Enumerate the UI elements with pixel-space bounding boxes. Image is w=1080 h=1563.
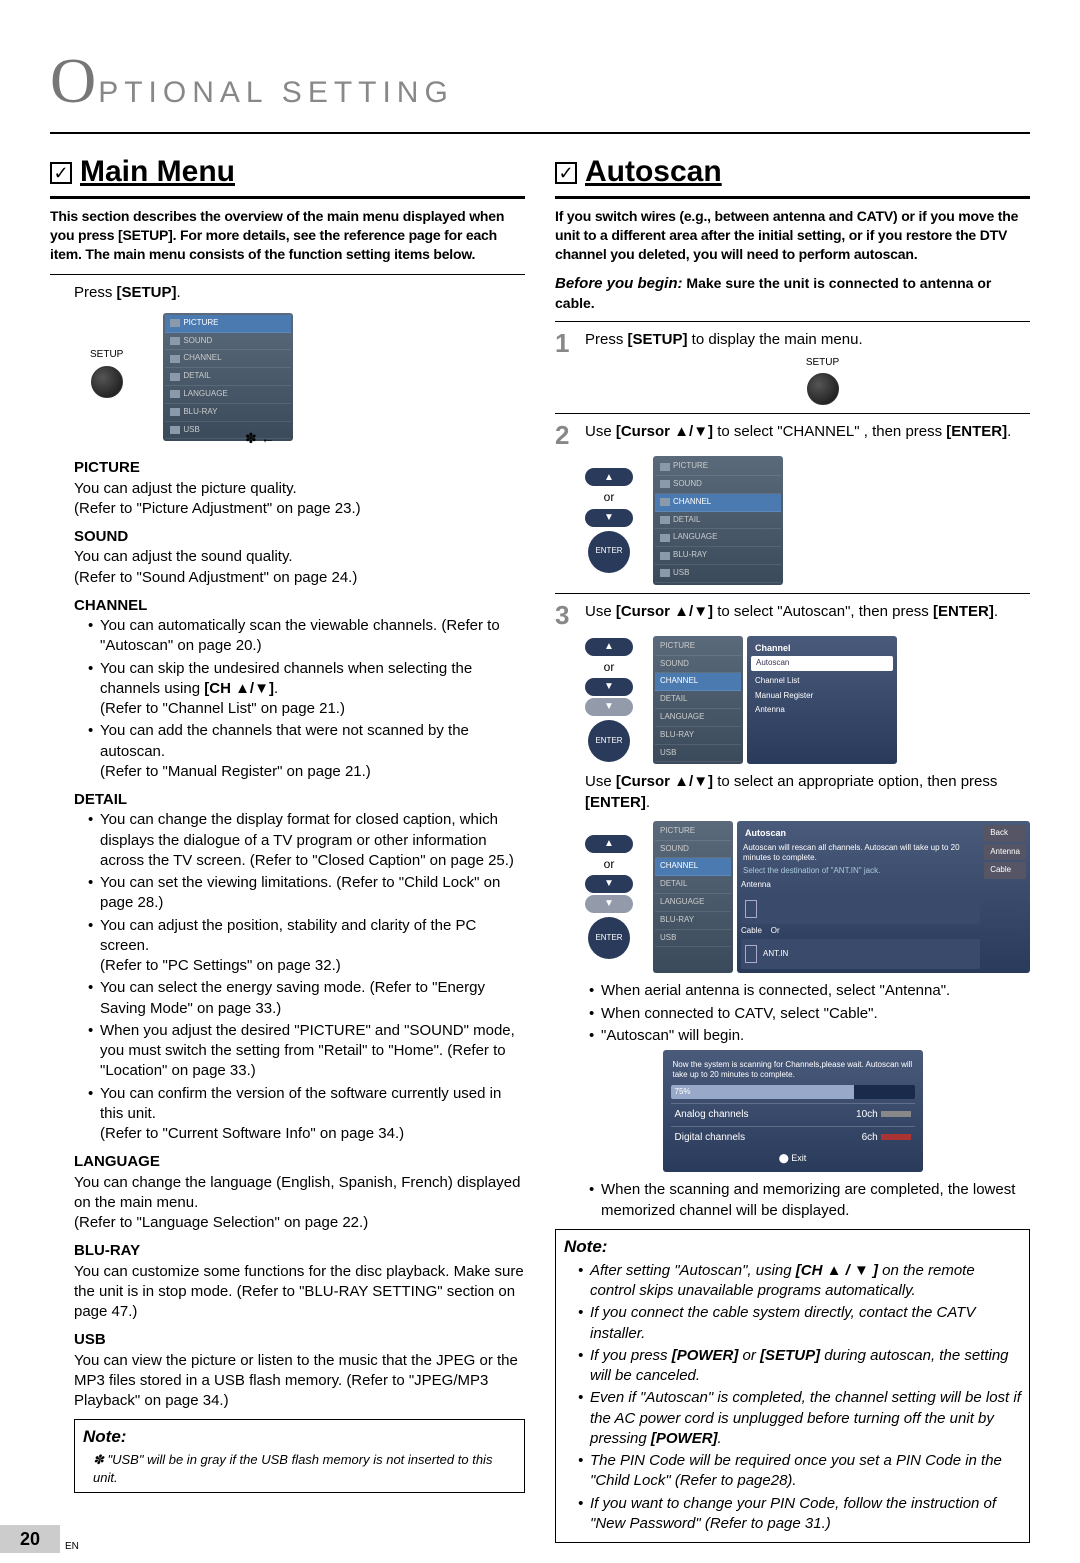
detail-heading: DETAIL bbox=[74, 790, 525, 810]
cursor-buttons: ▲ or ▼ ENTER bbox=[585, 468, 633, 572]
list-item: You can automatically scan the viewable … bbox=[88, 616, 525, 657]
step-3-text: Use [Cursor ▲/▼] to select "Autoscan", t… bbox=[585, 602, 1030, 622]
menu-panel: PICTURE SOUND CHANNEL DETAIL LANGUAGE BL… bbox=[163, 313, 293, 442]
setup-button-graphic: SETUP bbox=[615, 356, 1030, 406]
main-menu-title: Main Menu bbox=[80, 152, 235, 193]
list-item: When you adjust the desired "PICTURE" an… bbox=[88, 1021, 525, 1082]
autoscan-intro: If you switch wires (e.g., between anten… bbox=[555, 207, 1030, 264]
step-3b-text: Use [Cursor ▲/▼] to select an appropriat… bbox=[585, 772, 1030, 813]
channel-heading: CHANNEL bbox=[74, 596, 525, 616]
autoscan-option-panel: Autoscan Autoscan will rescan all channe… bbox=[737, 821, 1030, 974]
autoscan-title: Autoscan bbox=[585, 152, 722, 193]
list-item: You can confirm the version of the softw… bbox=[88, 1084, 525, 1145]
list-item: If you press [POWER] or [SETUP] during a… bbox=[578, 1346, 1021, 1387]
left-column: ✓ Main Menu This section describes the o… bbox=[50, 152, 525, 1543]
bluray-heading: BLU-RAY bbox=[74, 1241, 525, 1261]
list-item: If you connect the cable system directly… bbox=[578, 1303, 1021, 1344]
page-number: 20 bbox=[0, 1525, 60, 1553]
usb-heading: USB bbox=[74, 1330, 525, 1350]
menu-panel-small: PICTURE SOUND CHANNEL DETAIL LANGUAGE BL… bbox=[653, 636, 743, 765]
list-item: You can change the display format for cl… bbox=[88, 810, 525, 871]
cursor-buttons: ▲ or ▼ ▼ ENTER bbox=[585, 835, 633, 959]
right-note-box: Note: After setting "Autoscan", using [C… bbox=[555, 1229, 1030, 1543]
list-item: When aerial antenna is connected, select… bbox=[589, 981, 1030, 1001]
list-item: If you want to change your PIN Code, fol… bbox=[578, 1494, 1021, 1535]
check-icon: ✓ bbox=[50, 162, 72, 184]
list-item: After setting "Autoscan", using [CH ▲ / … bbox=[578, 1261, 1021, 1302]
step-1-num: 1 bbox=[555, 330, 577, 356]
list-item: You can adjust the position, stability a… bbox=[88, 916, 525, 977]
header-o: O bbox=[50, 38, 98, 124]
sound-heading: SOUND bbox=[74, 527, 525, 547]
list-item: You can skip the undesired channels when… bbox=[88, 659, 525, 720]
left-note-box: Note: ✽ "USB" will be in gray if the USB… bbox=[74, 1419, 525, 1493]
menu-panel-channel: PICTURE SOUND CHANNEL DETAIL LANGUAGE BL… bbox=[653, 456, 783, 585]
en-label: EN bbox=[65, 1540, 79, 1554]
channel-submenu: Channel Autoscan Channel List Manual Reg… bbox=[747, 636, 897, 765]
step-3-num: 3 bbox=[555, 602, 577, 628]
main-menu-intro: This section describes the overview of t… bbox=[50, 207, 525, 264]
list-item: When connected to CATV, select "Cable". bbox=[589, 1004, 1030, 1024]
list-item: You can add the channels that were not s… bbox=[88, 721, 525, 782]
list-item: You can set the viewing limitations. (Re… bbox=[88, 873, 525, 914]
asterisk-marker: ✽ bbox=[245, 432, 257, 448]
cursor-buttons: ▲ or ▼ ▼ ENTER bbox=[585, 638, 633, 762]
right-column: ✓ Autoscan If you switch wires (e.g., be… bbox=[555, 152, 1030, 1543]
check-icon: ✓ bbox=[555, 162, 577, 184]
setup-button-graphic: SETUP bbox=[90, 348, 123, 398]
list-item: When the scanning and memorizing are com… bbox=[589, 1180, 1030, 1221]
language-heading: LANGUAGE bbox=[74, 1152, 525, 1172]
press-setup: Press [SETUP]. bbox=[74, 283, 525, 303]
menu-panel-small: PICTURE SOUND CHANNEL DETAIL LANGUAGE BL… bbox=[653, 821, 733, 974]
header-text: PTIONAL SETTING bbox=[98, 73, 454, 114]
scan-progress-box: Now the system is scanning for Channels,… bbox=[663, 1050, 923, 1172]
list-item: You can select the energy saving mode. (… bbox=[88, 978, 525, 1019]
list-item: Even if "Autoscan" is completed, the cha… bbox=[578, 1388, 1021, 1449]
picture-heading: PICTURE bbox=[74, 458, 525, 478]
list-item: "Autoscan" will begin. bbox=[589, 1026, 1030, 1046]
step-1-text: Press [SETUP] to display the main menu. bbox=[585, 330, 1030, 350]
step-2-num: 2 bbox=[555, 422, 577, 448]
step-2-text: Use [Cursor ▲/▼] to select "CHANNEL" , t… bbox=[585, 422, 1030, 442]
before-begin-h: Before you begin: bbox=[555, 275, 683, 292]
list-item: The PIN Code will be required once you s… bbox=[578, 1451, 1021, 1492]
